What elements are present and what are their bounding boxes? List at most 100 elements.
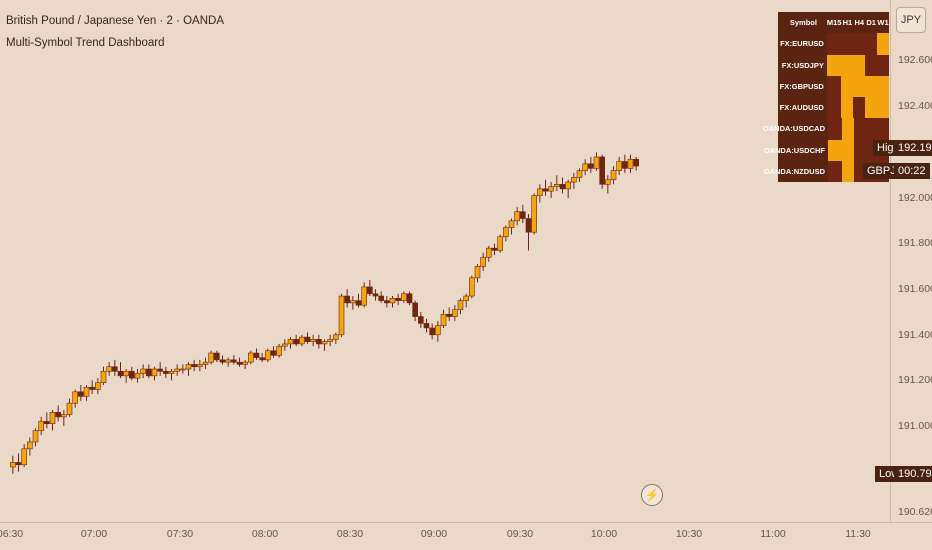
bull-candle bbox=[202, 357, 209, 369]
candle-body bbox=[633, 158, 639, 167]
candle-body bbox=[599, 156, 605, 185]
candle-body bbox=[406, 293, 413, 304]
trend-cell-up bbox=[842, 139, 855, 161]
candle-body bbox=[480, 256, 486, 267]
bull-candle bbox=[503, 225, 509, 242]
candle-body bbox=[497, 236, 503, 251]
trend-cell-down bbox=[826, 33, 842, 55]
bull-candle bbox=[463, 293, 469, 308]
trend-cell-down bbox=[865, 33, 878, 55]
candle-body bbox=[508, 220, 515, 228]
bull-candle bbox=[514, 207, 520, 226]
dashboard-row: FX:GBPUSD bbox=[778, 75, 890, 97]
candle-body bbox=[100, 370, 107, 383]
candle-body bbox=[622, 161, 628, 169]
bear-candle bbox=[191, 359, 197, 372]
trend-cell-down bbox=[828, 118, 843, 140]
candle-body bbox=[123, 370, 129, 377]
candle-body bbox=[287, 339, 294, 345]
time-tick: 07:00 bbox=[80, 528, 108, 540]
price-tick: 192.000 bbox=[898, 192, 932, 204]
candle-body bbox=[610, 170, 617, 181]
bull-candle bbox=[185, 362, 192, 376]
bull-candle bbox=[72, 389, 78, 408]
price-axis[interactable]: 192.600 192.400 192.000 191.800 191.600 … bbox=[890, 0, 932, 522]
bear-candle bbox=[316, 334, 322, 349]
bear-candle bbox=[384, 296, 390, 308]
bull-candle bbox=[593, 152, 600, 171]
bear-candle bbox=[372, 289, 379, 301]
bear-candle bbox=[525, 213, 532, 251]
candle-body bbox=[44, 421, 50, 425]
trend-cell-down bbox=[865, 54, 878, 76]
trend-cell-down bbox=[865, 118, 878, 140]
trend-cell-down bbox=[826, 75, 842, 97]
trend-dashboard: Symbol M15 H1 H4 D1 W1 FX:EURUSD FX:USDJP… bbox=[763, 12, 890, 182]
candle-body bbox=[265, 350, 271, 361]
bull-candle bbox=[10, 455, 16, 474]
candle-body bbox=[571, 177, 577, 183]
candle-body bbox=[321, 341, 328, 345]
bear-candle bbox=[304, 332, 311, 344]
candlestick-chart[interactable] bbox=[0, 0, 890, 522]
trend-cell-up bbox=[877, 33, 890, 55]
candle-body bbox=[548, 186, 554, 192]
bull-candle bbox=[452, 305, 458, 322]
bull-candle bbox=[168, 369, 175, 381]
bull-candle bbox=[474, 264, 481, 283]
candle-body bbox=[225, 359, 231, 363]
candle-body bbox=[168, 370, 175, 374]
candle-body bbox=[242, 361, 248, 365]
bull-candle bbox=[38, 416, 44, 436]
bear-candle bbox=[344, 289, 350, 308]
bull-candle bbox=[565, 179, 571, 198]
price-tick: 191.600 bbox=[898, 283, 932, 295]
candle-body bbox=[588, 163, 594, 169]
trend-cell-up bbox=[865, 97, 878, 119]
bull-candle bbox=[299, 334, 305, 347]
candle-body bbox=[384, 300, 390, 304]
bull-candle bbox=[321, 339, 328, 351]
trend-cell-up bbox=[826, 54, 842, 76]
trend-cell-up bbox=[853, 75, 866, 97]
timeframe-header: H1 bbox=[842, 18, 853, 28]
candle-body bbox=[61, 414, 67, 418]
bull-candle bbox=[106, 362, 112, 376]
indicator-name[interactable]: Multi-Symbol Trend Dashboard bbox=[6, 37, 165, 49]
candle-body bbox=[83, 386, 90, 397]
bull-candle bbox=[457, 298, 464, 315]
bull-candle bbox=[242, 359, 248, 369]
bull-candle bbox=[287, 337, 294, 349]
bear-candle bbox=[406, 291, 413, 306]
symbol-title[interactable]: British Pound / Japanese Yen · 2 · OANDA bbox=[6, 15, 224, 27]
time-axis[interactable]: 06:30 07:00 07:30 08:00 08:30 09:00 09:3… bbox=[0, 522, 932, 550]
chart-area[interactable] bbox=[0, 0, 890, 522]
bull-candle bbox=[537, 184, 543, 203]
candle-body bbox=[27, 441, 33, 450]
bull-candle bbox=[66, 398, 73, 417]
low-price-label: 190.794 bbox=[894, 466, 932, 482]
bear-candle bbox=[395, 293, 401, 306]
lightning-icon[interactable]: ⚡ bbox=[641, 484, 663, 506]
time-tick: 11:30 bbox=[845, 528, 871, 540]
candle-body bbox=[10, 462, 16, 468]
timeframe-header: D1 bbox=[866, 18, 876, 28]
candle-body bbox=[140, 368, 146, 374]
trend-cell-up bbox=[842, 160, 855, 182]
bear-candle bbox=[219, 355, 226, 365]
candle-body bbox=[208, 352, 214, 363]
candle-body bbox=[616, 161, 622, 171]
price-tick: 191.400 bbox=[898, 329, 932, 341]
bull-candle bbox=[95, 378, 101, 395]
candle-body bbox=[423, 323, 430, 329]
candle-body bbox=[378, 295, 384, 301]
bull-candle bbox=[548, 182, 554, 198]
currency-selector[interactable]: JPY bbox=[896, 7, 926, 33]
candle-body bbox=[236, 361, 243, 365]
bull-candle bbox=[582, 159, 588, 176]
bull-candle bbox=[480, 252, 486, 271]
candle-body bbox=[253, 352, 260, 358]
candle-body bbox=[463, 295, 469, 301]
candle-body bbox=[389, 298, 396, 304]
candle-body bbox=[185, 364, 192, 370]
